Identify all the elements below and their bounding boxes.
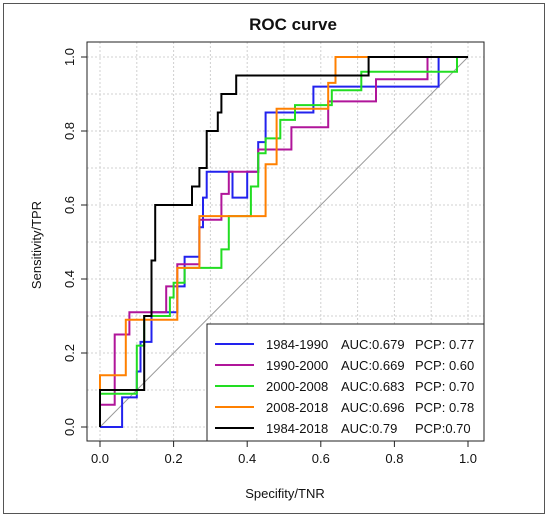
x-tick-label: 0.8 <box>385 451 403 466</box>
legend-auc: AUC:0.683 <box>341 379 405 394</box>
legend-auc: AUC:0.696 <box>341 400 405 415</box>
legend-label: 2000-2008 <box>266 379 328 394</box>
x-tick-label: 0.6 <box>312 451 330 466</box>
series-lines <box>99 56 468 428</box>
legend-pcp: PCP: 0.60 <box>415 358 474 373</box>
y-tick-label: 0.2 <box>62 344 77 362</box>
legend-pcp: PCP:0.70 <box>415 421 471 436</box>
y-tick-label: 0.8 <box>62 122 77 140</box>
reference-diagonal <box>99 56 469 428</box>
legend-pcp: PCP: 0.77 <box>415 337 474 352</box>
legend-label: 2008-2018 <box>266 400 328 415</box>
x-tick-label: 0.2 <box>165 451 183 466</box>
x-tick-label: 0.4 <box>238 451 256 466</box>
y-tick-label: 0.6 <box>62 196 77 214</box>
y-tick-label: 0.0 <box>62 418 77 436</box>
x-axis-label: Specifity/TNR <box>245 486 324 501</box>
x-tick-label: 1.0 <box>459 451 477 466</box>
y-axis-label: Sensitivity/TPR <box>29 201 44 289</box>
legend-label: 1984-1990 <box>266 337 328 352</box>
x-tick-label: 0.0 <box>91 451 109 466</box>
legend: 1984-1990 AUC:0.679 PCP: 0.77 1990-2000 AUC:… <box>206 323 485 442</box>
series-line-2008-2018 <box>99 56 468 427</box>
legend-auc: AUC:0.669 <box>341 358 405 373</box>
legend-label: 1984-2018 <box>266 421 328 436</box>
legend-pcp: PCP: 0.70 <box>415 379 474 394</box>
y-tick-label: 1.0 <box>62 48 77 66</box>
legend-auc: AUC:0.679 <box>341 337 405 352</box>
series-line-1984-1990 <box>100 56 468 428</box>
axes: 0.0 0.2 0.4 0.6 0.8 1.0 0.0 0.2 0.4 0.6 0.8 1.0 <box>62 48 477 466</box>
legend-auc: AUC:0.79 <box>341 421 397 436</box>
legend-pcp: PCP: 0.78 <box>415 400 474 415</box>
series-line-1990-2000 <box>99 56 468 427</box>
chart-title: ROC curve <box>249 15 337 34</box>
legend-label: 1990-2000 <box>266 358 328 373</box>
y-tick-label: 0.4 <box>62 270 77 288</box>
series-line-1984-2018 <box>99 56 468 427</box>
